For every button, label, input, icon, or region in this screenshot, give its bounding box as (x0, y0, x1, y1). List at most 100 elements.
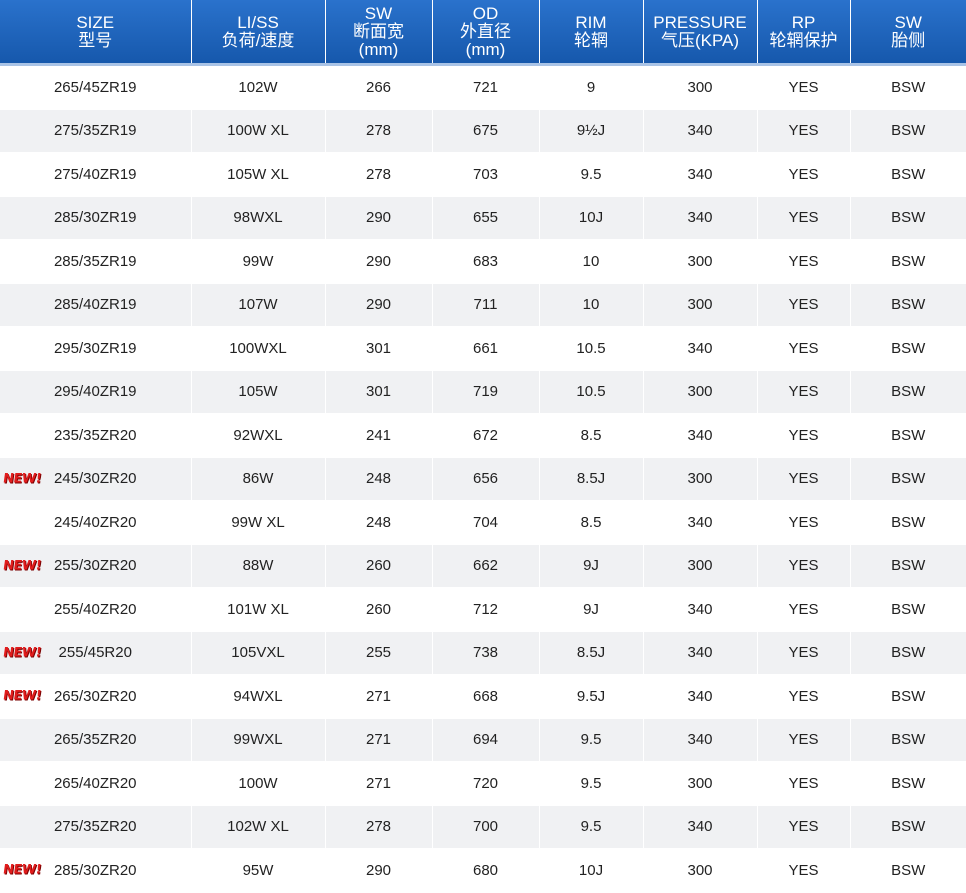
cell-rim: 10 (539, 240, 643, 284)
cell-outer-diameter: 719 (432, 370, 539, 414)
cell-section-width: 278 (325, 805, 432, 849)
cell-rim-protector: YES (757, 544, 850, 588)
cell-sidewall: BSW (850, 544, 966, 588)
header-label-cn: 气压(KPA) (644, 32, 757, 50)
header-label: OD (433, 5, 539, 23)
cell-sidewall: BSW (850, 414, 966, 458)
cell-section-width: 290 (325, 196, 432, 240)
cell-rim-protector: YES (757, 849, 850, 893)
cell-rim-protector: YES (757, 196, 850, 240)
cell-rim-protector: YES (757, 65, 850, 110)
cell-rim-protector: YES (757, 414, 850, 458)
cell-pressure: 340 (643, 588, 757, 632)
cell-load-speed: 98WXL (191, 196, 325, 240)
cell-rim: 8.5J (539, 457, 643, 501)
cell-pressure: 340 (643, 109, 757, 153)
cell-pressure: 340 (643, 327, 757, 371)
cell-load-speed: 100W (191, 762, 325, 806)
cell-size: NEW!255/45R20 (0, 631, 191, 675)
header-label: LI/SS (192, 14, 325, 32)
size-value: 285/30ZR20 (54, 862, 137, 879)
cell-rim-protector: YES (757, 501, 850, 545)
cell-load-speed: 105W (191, 370, 325, 414)
cell-pressure: 340 (643, 675, 757, 719)
cell-size: 235/35ZR20 (0, 414, 191, 458)
cell-sidewall: BSW (850, 762, 966, 806)
cell-rim-protector: YES (757, 631, 850, 675)
cell-rim-protector: YES (757, 153, 850, 197)
cell-sidewall: BSW (850, 631, 966, 675)
cell-rim: 9½J (539, 109, 643, 153)
cell-size: 245/40ZR20 (0, 501, 191, 545)
size-value: 275/35ZR19 (54, 122, 137, 139)
cell-rim-protector: YES (757, 109, 850, 153)
header-label-cn: 型号 (0, 32, 191, 50)
header-outer-diameter: OD 外直径 (mm) (432, 0, 539, 65)
cell-pressure: 340 (643, 631, 757, 675)
header-label-cn: 外直径 (433, 23, 539, 41)
cell-pressure: 300 (643, 849, 757, 893)
header-label: RP (758, 14, 850, 32)
cell-size: 265/40ZR20 (0, 762, 191, 806)
cell-sidewall: BSW (850, 109, 966, 153)
header-rim: RIM 轮辋 (539, 0, 643, 65)
cell-section-width: 290 (325, 849, 432, 893)
size-value: 295/40ZR19 (54, 383, 137, 400)
cell-outer-diameter: 712 (432, 588, 539, 632)
cell-outer-diameter: 668 (432, 675, 539, 719)
cell-rim-protector: YES (757, 327, 850, 371)
cell-pressure: 300 (643, 544, 757, 588)
cell-outer-diameter: 672 (432, 414, 539, 458)
size-value: 255/40ZR20 (54, 601, 137, 618)
size-value: 245/40ZR20 (54, 514, 137, 531)
cell-sidewall: BSW (850, 718, 966, 762)
header-li-ss: LI/SS 负荷/速度 (191, 0, 325, 65)
header-rim-protector: RP 轮辋保护 (757, 0, 850, 65)
cell-load-speed: 100W XL (191, 109, 325, 153)
header-unit: (mm) (433, 41, 539, 59)
cell-rim: 9 (539, 65, 643, 110)
cell-pressure: 300 (643, 65, 757, 110)
header-label: RIM (540, 14, 643, 32)
cell-rim: 9.5 (539, 153, 643, 197)
cell-load-speed: 92WXL (191, 414, 325, 458)
cell-load-speed: 102W XL (191, 805, 325, 849)
cell-section-width: 248 (325, 457, 432, 501)
header-sidewall: SW 胎侧 (850, 0, 966, 65)
cell-rim-protector: YES (757, 457, 850, 501)
cell-outer-diameter: 675 (432, 109, 539, 153)
cell-section-width: 290 (325, 283, 432, 327)
cell-section-width: 271 (325, 762, 432, 806)
cell-rim: 9.5 (539, 718, 643, 762)
cell-size: 275/40ZR19 (0, 153, 191, 197)
cell-load-speed: 99W XL (191, 501, 325, 545)
cell-outer-diameter: 738 (432, 631, 539, 675)
cell-size: 285/35ZR19 (0, 240, 191, 284)
cell-rim: 9J (539, 588, 643, 632)
cell-outer-diameter: 711 (432, 283, 539, 327)
cell-section-width: 248 (325, 501, 432, 545)
cell-sidewall: BSW (850, 327, 966, 371)
header-unit: (mm) (326, 41, 432, 59)
cell-section-width: 278 (325, 109, 432, 153)
cell-pressure: 300 (643, 370, 757, 414)
cell-sidewall: BSW (850, 675, 966, 719)
header-label-cn: 轮辋 (540, 32, 643, 50)
header-size: SIZE 型号 (0, 0, 191, 65)
cell-sidewall: BSW (850, 457, 966, 501)
cell-load-speed: 105VXL (191, 631, 325, 675)
header-section-width: SW 断面宽 (mm) (325, 0, 432, 65)
header-label-cn: 断面宽 (326, 23, 432, 41)
cell-load-speed: 88W (191, 544, 325, 588)
cell-size: 295/30ZR19 (0, 327, 191, 371)
cell-load-speed: 94WXL (191, 675, 325, 719)
cell-load-speed: 95W (191, 849, 325, 893)
